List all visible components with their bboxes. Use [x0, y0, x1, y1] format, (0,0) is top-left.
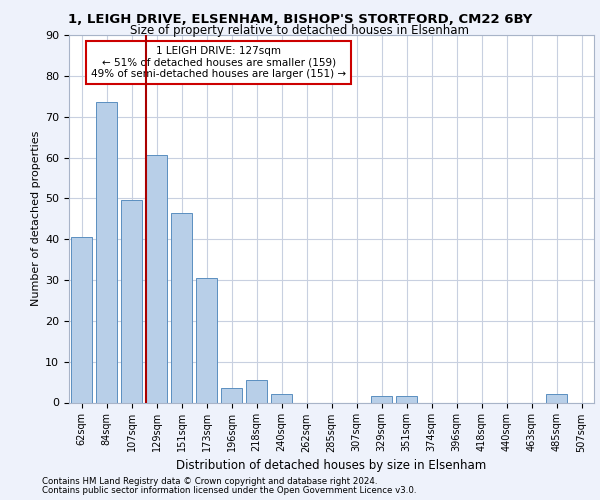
Bar [221, 388, 242, 402]
Bar [71, 237, 92, 402]
Y-axis label: Number of detached properties: Number of detached properties [31, 131, 41, 306]
X-axis label: Distribution of detached houses by size in Elsenham: Distribution of detached houses by size … [176, 458, 487, 471]
Bar [121, 200, 142, 402]
Bar [246, 380, 267, 402]
Bar [196, 278, 217, 402]
Text: 1 LEIGH DRIVE: 127sqm
← 51% of detached houses are smaller (159)
49% of semi-det: 1 LEIGH DRIVE: 127sqm ← 51% of detached … [91, 46, 346, 79]
Text: Size of property relative to detached houses in Elsenham: Size of property relative to detached ho… [131, 24, 470, 37]
Bar [171, 212, 192, 402]
Text: 1, LEIGH DRIVE, ELSENHAM, BISHOP'S STORTFORD, CM22 6BY: 1, LEIGH DRIVE, ELSENHAM, BISHOP'S STORT… [68, 13, 532, 26]
Bar [146, 156, 167, 402]
Text: Contains HM Land Registry data © Crown copyright and database right 2024.: Contains HM Land Registry data © Crown c… [42, 477, 377, 486]
Bar [371, 396, 392, 402]
Bar [396, 396, 417, 402]
Bar [96, 102, 117, 403]
Bar [546, 394, 567, 402]
Text: Contains public sector information licensed under the Open Government Licence v3: Contains public sector information licen… [42, 486, 416, 495]
Bar [271, 394, 292, 402]
